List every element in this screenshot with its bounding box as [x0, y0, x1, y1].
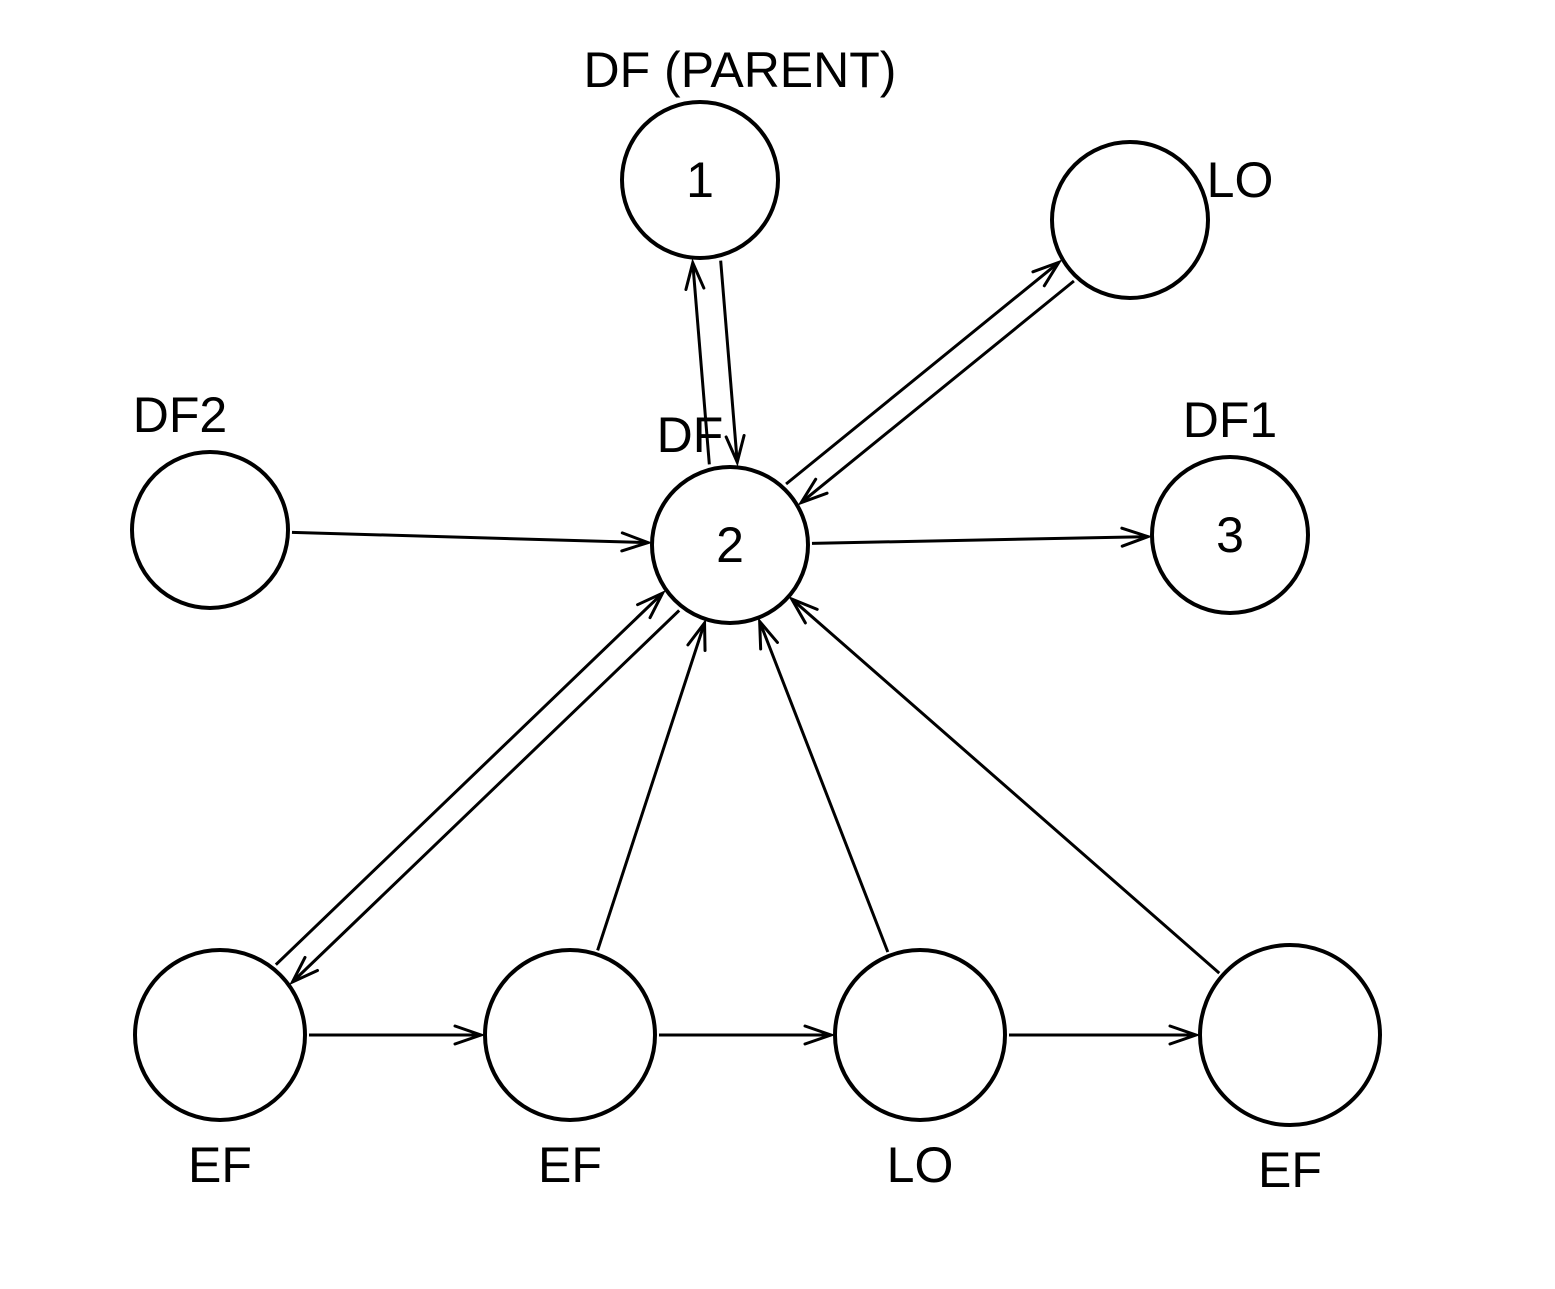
node-circle [1200, 945, 1380, 1125]
node-n3: 3 DF1 [1152, 392, 1308, 613]
nodes-group: 1 DF (PARENT) LO DF2 2 DF 3 DF1 EF EF LO EF [132, 42, 1380, 1198]
edges-group [276, 261, 1219, 1044]
edge [294, 610, 679, 980]
node-nEF2: EF [485, 950, 655, 1193]
diagram-root: 1 DF (PARENT) LO DF2 2 DF 3 DF1 EF EF LO EF [0, 0, 1555, 1289]
node-n2: 2 DF [652, 407, 808, 623]
node-nLO_bot: LO [835, 950, 1005, 1193]
edge [760, 623, 887, 952]
node-outer-label: LO [887, 1137, 954, 1193]
node-nDF2: DF2 [132, 387, 288, 608]
edge [812, 537, 1146, 544]
node-outer-label: DF [657, 407, 724, 463]
node-nLO_top: LO [1052, 142, 1273, 298]
edge [793, 600, 1219, 973]
node-outer-label: EF [538, 1137, 602, 1193]
node-nEF3: EF [1200, 945, 1380, 1198]
node-inner-label: 3 [1216, 507, 1244, 563]
node-outer-label: EF [1258, 1142, 1322, 1198]
node-outer-label: LO [1207, 152, 1274, 208]
node-outer-label: DF2 [133, 387, 227, 443]
node-circle [135, 950, 305, 1120]
edge [786, 264, 1057, 484]
node-outer-label: DF1 [1183, 392, 1277, 448]
node-circle [835, 950, 1005, 1120]
edge [803, 281, 1074, 501]
node-outer-label: DF (PARENT) [584, 42, 897, 98]
node-nEF1: EF [135, 950, 305, 1193]
diagram-svg: 1 DF (PARENT) LO DF2 2 DF 3 DF1 EF EF LO EF [0, 0, 1555, 1289]
node-circle [485, 950, 655, 1120]
node-outer-label: EF [188, 1137, 252, 1193]
node-inner-label: 2 [716, 517, 744, 573]
node-circle [1052, 142, 1208, 298]
node-n1: 1 DF (PARENT) [584, 42, 897, 258]
edge [292, 532, 646, 542]
node-circle [132, 452, 288, 608]
edge [276, 595, 661, 965]
node-inner-label: 1 [686, 152, 714, 208]
